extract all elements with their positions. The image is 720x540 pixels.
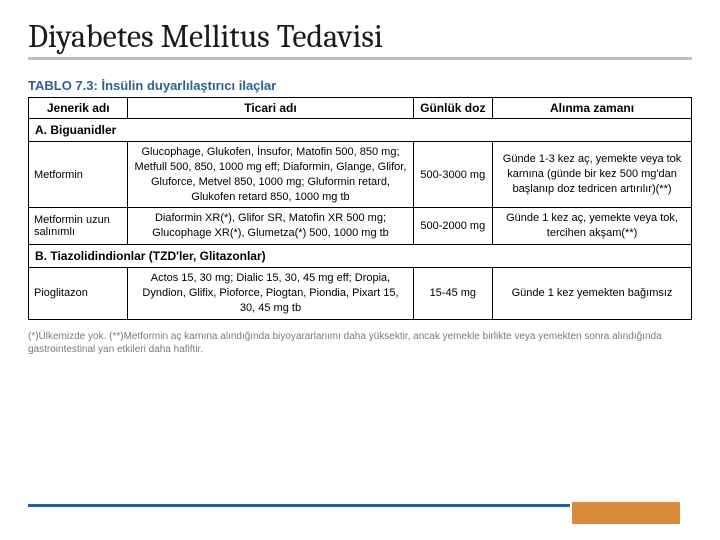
- cell-timing: Günde 1 kez yemekten bağımsız: [493, 268, 692, 320]
- table-row: Metformin Glucophage, Glukofen, İnsufor,…: [29, 142, 692, 208]
- cell-timing: Günde 1-3 kez aç, yemekte veya tok karnı…: [493, 142, 692, 208]
- col-timing-header: Alınma zamanı: [493, 98, 692, 119]
- section-b-row: B. Tiazolidindionlar (TZD'ler, Glitazonl…: [29, 245, 692, 268]
- cell-trade: Glucophage, Glukofen, İnsufor, Matofin 5…: [128, 142, 413, 208]
- table-row: Metformin uzun salınımlı Diaformin XR(*)…: [29, 208, 692, 245]
- section-b-label: B. Tiazolidindionlar (TZD'ler, Glitazonl…: [29, 245, 692, 268]
- col-dose-header: Günlük doz: [413, 98, 493, 119]
- title-underline: [28, 57, 692, 60]
- cell-dose: 15-45 mg: [413, 268, 493, 320]
- cell-generic: Metformin: [29, 142, 128, 208]
- cell-dose: 500-3000 mg: [413, 142, 493, 208]
- caption-label: TABLO 7.3:: [28, 78, 98, 93]
- cell-timing: Günde 1 kez aç, yemekte veya tok, tercih…: [493, 208, 692, 245]
- table-header-row: Jenerik adı Ticari adı Günlük doz Alınma…: [29, 98, 692, 119]
- caption-text: İnsülin duyarlılaştırıcı ilaçlar: [101, 78, 276, 93]
- col-generic-header: Jenerik adı: [29, 98, 128, 119]
- slide: Diyabetes Mellitus Tedavisi TABLO 7.3: İ…: [0, 0, 720, 540]
- drug-table: Jenerik adı Ticari adı Günlük doz Alınma…: [28, 97, 692, 320]
- table-caption: TABLO 7.3: İnsülin duyarlılaştırıcı ilaç…: [28, 78, 692, 93]
- orange-block: [572, 502, 680, 524]
- cell-generic: Pioglitazon: [29, 268, 128, 320]
- cell-dose: 500-2000 mg: [413, 208, 493, 245]
- cell-trade: Diaformin XR(*), Glifor SR, Matofin XR 5…: [128, 208, 413, 245]
- bottom-accent-bar: [0, 494, 720, 540]
- col-trade-header: Ticari adı: [128, 98, 413, 119]
- cell-generic: Metformin uzun salınımlı: [29, 208, 128, 245]
- table-footnote: (*)Ülkemizde yok. (**)Metformin aç karnı…: [28, 330, 668, 357]
- page-title: Diyabetes Mellitus Tedavisi: [28, 18, 692, 55]
- section-a-row: A. Biguanidler: [29, 119, 692, 142]
- blue-rule: [28, 504, 570, 507]
- cell-trade: Actos 15, 30 mg; Dialic 15, 30, 45 mg ef…: [128, 268, 413, 320]
- section-a-label: A. Biguanidler: [29, 119, 692, 142]
- table-row: Pioglitazon Actos 15, 30 mg; Dialic 15, …: [29, 268, 692, 320]
